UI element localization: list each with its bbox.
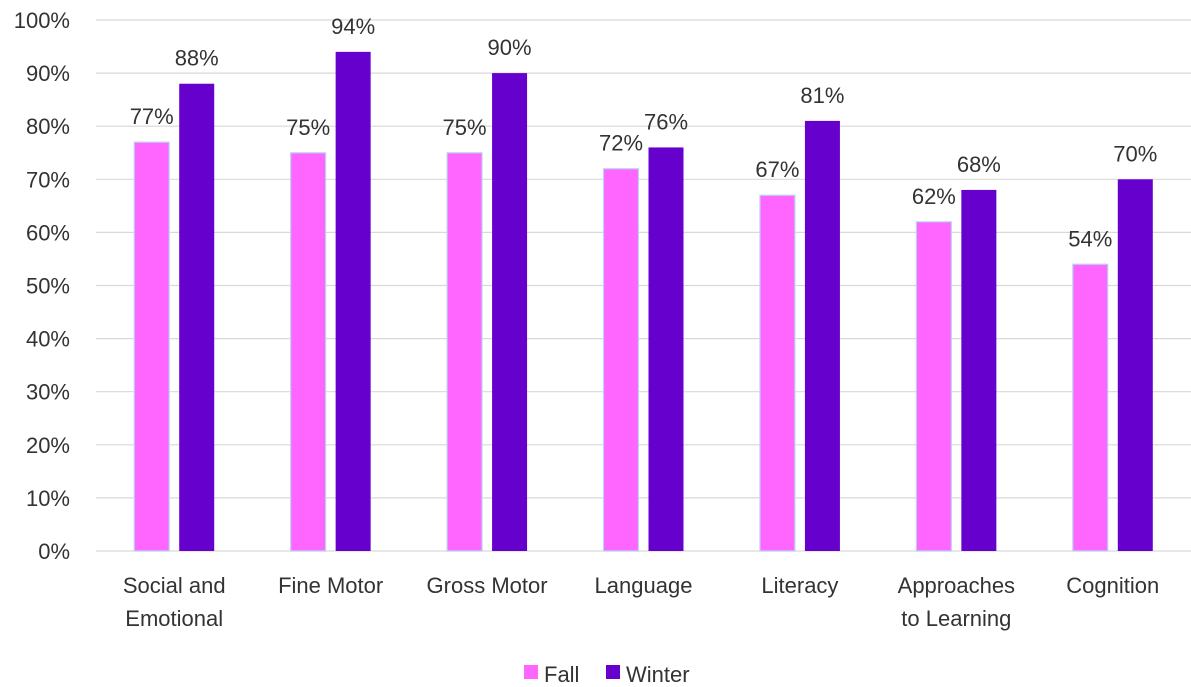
bar-winter — [335, 51, 371, 552]
x-axis-categories: Social and Emotional Fine Motor Gross Motor… — [123, 573, 1159, 631]
data-label-winter: 81% — [800, 83, 844, 108]
category-label: Fine Motor — [278, 573, 383, 598]
y-tick-label: 10% — [26, 486, 70, 511]
bar-winter — [804, 120, 840, 551]
category-label-line: Language — [595, 573, 693, 598]
data-label-fall: 62% — [912, 184, 956, 209]
category-label-line: Social and — [123, 573, 226, 598]
y-tick-label: 100% — [14, 8, 70, 33]
bar-fall — [290, 152, 327, 552]
bar-winter — [1117, 179, 1153, 552]
y-tick-label: 20% — [26, 433, 70, 458]
category-label-line: Approaches — [898, 573, 1015, 598]
y-tick-label: 50% — [26, 274, 70, 299]
category-label: Social and Emotional — [123, 573, 226, 631]
y-tick-label: 60% — [26, 220, 70, 245]
y-tick-label: 80% — [26, 114, 70, 139]
category-label-line: Gross Motor — [427, 573, 548, 598]
legend: Fall Winter — [524, 662, 690, 687]
bar-fall — [759, 194, 796, 552]
y-tick-label: 70% — [26, 167, 70, 192]
data-label-winter: 94% — [331, 14, 375, 39]
category-label: Cognition — [1066, 573, 1159, 598]
category-label-line: Emotional — [125, 606, 223, 631]
data-label-fall: 77% — [130, 104, 174, 129]
y-tick-label: 90% — [26, 61, 70, 86]
y-tick-label: 40% — [26, 327, 70, 352]
data-label-winter: 70% — [1113, 141, 1157, 166]
bar-fall — [1072, 263, 1109, 552]
category-label: Approaches to Learning — [898, 573, 1015, 631]
category-label: Language — [595, 573, 693, 598]
bar-fall — [602, 168, 640, 552]
data-label-winter: 90% — [488, 35, 532, 60]
bar-fall — [133, 141, 170, 552]
legend-label-fall: Fall — [544, 662, 579, 687]
bar-winter — [179, 83, 215, 551]
legend-label-winter: Winter — [626, 662, 690, 687]
data-label-winter: 76% — [644, 109, 688, 134]
category-label: Gross Motor — [427, 573, 548, 598]
bars-layer — [133, 51, 1153, 552]
legend-swatch-fall — [524, 665, 538, 679]
data-label-fall: 72% — [599, 131, 643, 156]
bar-winter — [492, 73, 528, 551]
data-labels-layer: 77% 88% 75% 94% 75% 90% 72%76% 67% 81% 62%68% 54% 7… — [130, 14, 1158, 251]
data-label-winter: 68% — [957, 152, 1001, 177]
category-label-line: to Learning — [901, 606, 1011, 631]
category-label-line: Literacy — [761, 573, 838, 598]
data-label-fall: 54% — [1068, 226, 1112, 251]
y-tick-label: 0% — [38, 539, 70, 564]
category-label-line: Fine Motor — [278, 573, 383, 598]
legend-swatch-winter — [606, 665, 620, 679]
bar-winter — [648, 147, 684, 551]
y-axis-ticks: 0% 10% 20% 30% 40% 50% 60% 70% 80% 90% 100% — [14, 8, 70, 564]
bar-winter — [961, 189, 997, 552]
grid-layer — [96, 19, 1191, 552]
category-label-line: Cognition — [1066, 573, 1159, 598]
data-label-winter: 88% — [175, 46, 219, 71]
bar-fall — [446, 152, 483, 552]
category-label: Literacy — [761, 573, 838, 598]
y-tick-label: 30% — [26, 380, 70, 405]
data-label-fall: 67% — [755, 157, 799, 182]
bar-fall — [915, 221, 952, 552]
data-label-fall: 75% — [286, 115, 330, 140]
data-label-fall: 75% — [443, 115, 487, 140]
